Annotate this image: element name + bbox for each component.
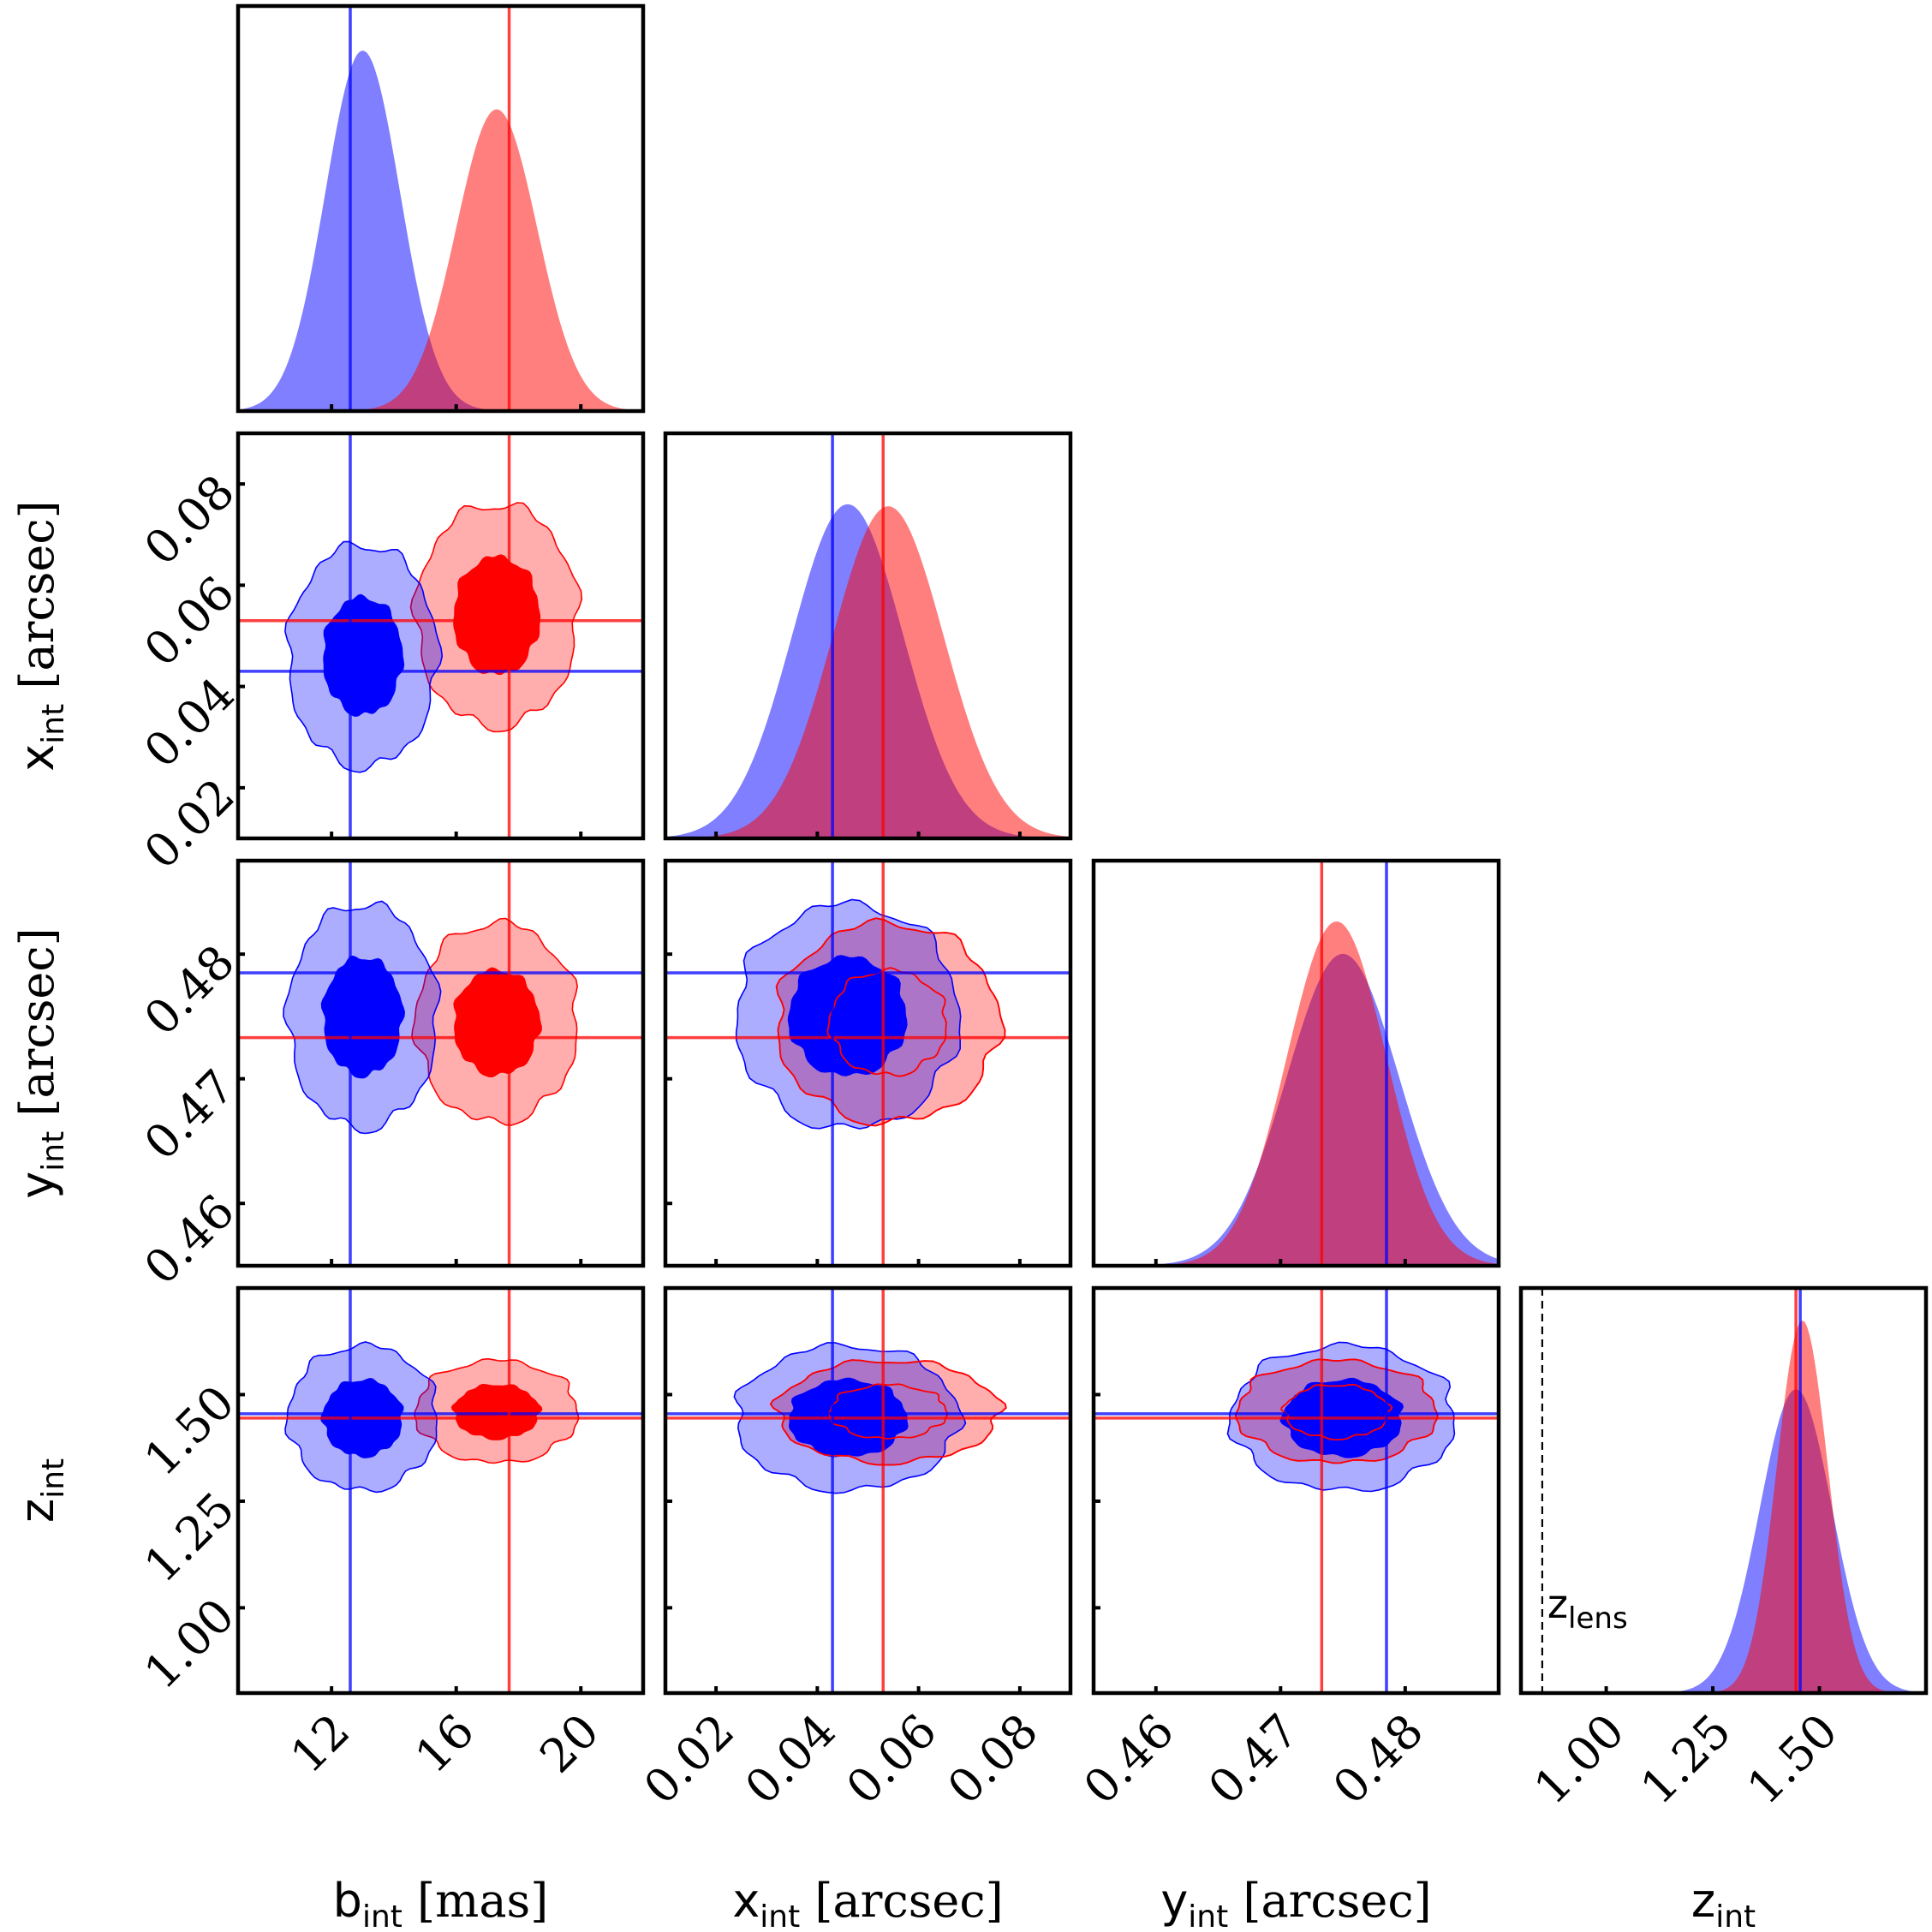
contour-blue-1sigma bbox=[323, 593, 405, 718]
y-tick-label-x: 0.04 bbox=[134, 667, 245, 778]
panel-x-y bbox=[663, 858, 1073, 1268]
panel-y-y bbox=[1091, 858, 1501, 1268]
contour-red-2sigma-outline bbox=[775, 917, 1006, 1127]
x-tick-label-b: 16 bbox=[405, 1703, 485, 1783]
marginal-blue-b bbox=[238, 51, 643, 411]
panel-y-z bbox=[1091, 1285, 1501, 1696]
panel-x-z bbox=[663, 1285, 1073, 1696]
x-tick-label-x: 0.06 bbox=[836, 1703, 947, 1815]
panel-frame bbox=[1091, 858, 1501, 1268]
y-tick-label-x: 0.08 bbox=[134, 464, 245, 575]
panel-x-x bbox=[663, 431, 1073, 841]
marginal-blue-z bbox=[1521, 1389, 1926, 1693]
contour-blue-1sigma bbox=[320, 955, 406, 1079]
x-tick-label-x: 0.08 bbox=[938, 1703, 1049, 1815]
y-tick-label-y: 0.48 bbox=[134, 935, 245, 1046]
z-lens-label: zlens bbox=[1547, 1581, 1628, 1636]
panel-frame bbox=[1091, 1285, 1501, 1696]
axis-label-z-y: zint bbox=[10, 1458, 71, 1523]
contour-red-1sigma bbox=[450, 1383, 543, 1440]
contour-red-1sigma bbox=[453, 554, 541, 675]
x-tick-label-b: 20 bbox=[529, 1703, 609, 1783]
contour-red-1sigma bbox=[826, 967, 947, 1077]
panel-frame bbox=[663, 431, 1073, 841]
x-tick-label-z: 1.25 bbox=[1631, 1703, 1742, 1815]
x-tick-label-z: 1.00 bbox=[1524, 1703, 1635, 1815]
axis-label-y-y: yint [arcsec] bbox=[10, 927, 71, 1198]
contour-red-1sigma bbox=[827, 1383, 949, 1440]
panel-frame bbox=[663, 1285, 1073, 1696]
marginal-red-b bbox=[238, 109, 643, 411]
axis-label-y-x: yint [arcsec] bbox=[1160, 1874, 1431, 1932]
y-tick-label-y: 0.46 bbox=[134, 1184, 245, 1296]
panel-b-z bbox=[236, 1285, 646, 1696]
panel-frame bbox=[1518, 1285, 1929, 1696]
marginal-red-z bbox=[1521, 1320, 1926, 1693]
panel-b-y bbox=[236, 858, 646, 1268]
x-tick-label-b: 12 bbox=[280, 1703, 360, 1783]
axis-label-z-x: zint bbox=[1691, 1874, 1756, 1932]
y-tick-label-z: 1.00 bbox=[134, 1589, 245, 1700]
panel-frame bbox=[236, 3, 646, 414]
contour-red-1sigma bbox=[453, 967, 542, 1078]
axis-label-b-x: bint [mas] bbox=[333, 1874, 549, 1932]
contour-blue-1sigma bbox=[787, 955, 908, 1076]
x-tick-label-y: 0.46 bbox=[1073, 1703, 1184, 1815]
x-tick-label-y: 0.47 bbox=[1198, 1703, 1309, 1815]
panel-z-z: zlens bbox=[1518, 1285, 1929, 1696]
marginal-red-y bbox=[1094, 921, 1499, 1266]
panel-b-x bbox=[236, 431, 646, 841]
y-tick-label-x: 0.02 bbox=[134, 768, 245, 880]
y-tick-label-x: 0.06 bbox=[134, 566, 245, 677]
panel-frame bbox=[236, 1285, 646, 1696]
x-tick-label-z: 1.50 bbox=[1737, 1703, 1848, 1815]
y-tick-label-z: 1.25 bbox=[134, 1482, 245, 1593]
contour-red-2sigma-outline bbox=[1234, 1358, 1439, 1464]
marginal-red-x bbox=[665, 506, 1070, 838]
x-tick-label-x: 0.02 bbox=[634, 1703, 745, 1815]
contour-red-2sigma-outline bbox=[769, 1359, 1007, 1466]
panel-frame bbox=[236, 431, 646, 841]
axis-label-x-x: xint [arcsec] bbox=[732, 1874, 1003, 1932]
y-tick-label-z: 1.50 bbox=[134, 1375, 245, 1487]
panel-frame bbox=[663, 858, 1073, 1268]
x-tick-label-y: 0.48 bbox=[1323, 1703, 1434, 1815]
panel-b-b bbox=[236, 3, 646, 414]
x-tick-label-x: 0.04 bbox=[735, 1703, 846, 1815]
panel-frame bbox=[236, 858, 646, 1268]
contour-red-1sigma bbox=[1280, 1383, 1393, 1440]
axis-label-x-y: xint [arcsec] bbox=[10, 500, 71, 771]
y-tick-label-y: 0.47 bbox=[134, 1059, 245, 1171]
